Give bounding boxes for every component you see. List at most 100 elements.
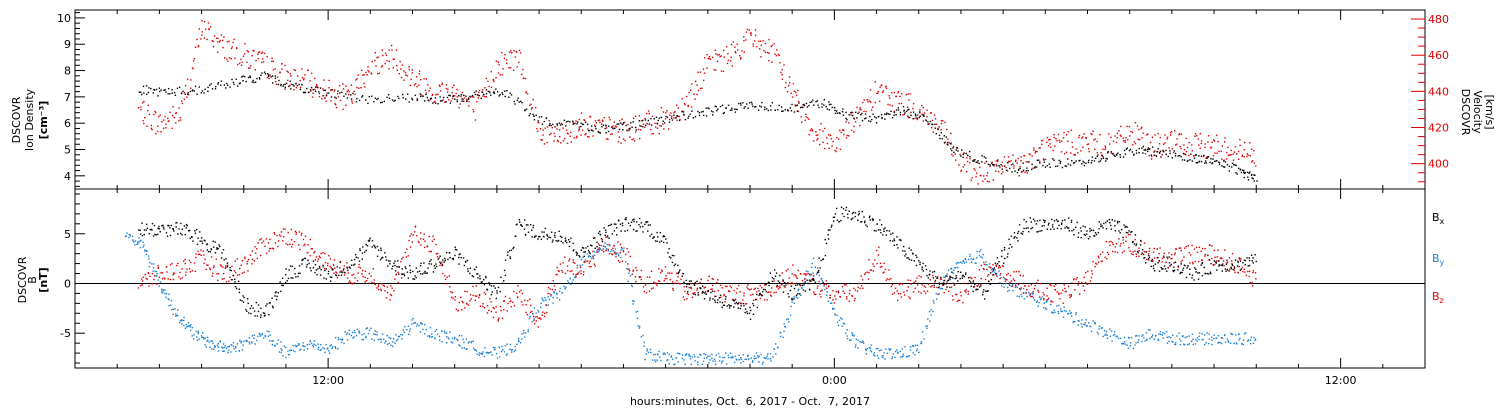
by-point [1196, 340, 1198, 343]
velocity-point [490, 70, 492, 73]
by-point [1130, 336, 1133, 339]
bz-point [526, 313, 528, 316]
density-point [831, 106, 833, 109]
velocity-point [611, 133, 613, 135]
bz-point [382, 284, 385, 287]
velocity-point [773, 43, 775, 45]
by-point [1231, 333, 1233, 336]
bz-point [879, 266, 882, 268]
bx-point [331, 268, 333, 270]
by-point [326, 348, 329, 350]
bz-point [231, 265, 233, 268]
velocity-point [274, 68, 276, 70]
by-point [358, 332, 361, 334]
velocity-point [1010, 164, 1013, 166]
velocity-point [322, 88, 324, 90]
density-point [439, 96, 441, 98]
by-point [576, 264, 579, 267]
bz-point [207, 264, 209, 266]
density-point [1020, 171, 1023, 173]
velocity-point [360, 69, 363, 72]
density-point [1046, 164, 1049, 167]
velocity-point [212, 40, 215, 43]
velocity-point [736, 43, 739, 45]
bz-point [364, 276, 366, 279]
bz-point [653, 281, 655, 283]
velocity-point [909, 93, 911, 95]
bx-point [439, 261, 441, 263]
density-point [875, 122, 878, 124]
density-point [934, 127, 936, 129]
bz-point [858, 282, 860, 285]
density-point [902, 105, 905, 108]
density-point [284, 86, 287, 89]
velocity-point [663, 128, 665, 130]
by-point [299, 349, 301, 351]
by-point [1011, 284, 1014, 286]
density-point [370, 95, 373, 97]
velocity-point [1119, 134, 1122, 136]
density-point [935, 132, 938, 135]
bx-point [207, 250, 210, 253]
density-point [925, 119, 928, 122]
velocity-point [231, 46, 233, 48]
bz-point [158, 276, 160, 279]
density-point [456, 99, 458, 101]
velocity-point [330, 100, 332, 102]
by-point [854, 346, 857, 348]
bz-point [1178, 247, 1181, 249]
density-point [1195, 154, 1197, 156]
bx-point [291, 265, 294, 268]
velocity-point [960, 169, 963, 171]
density-point [931, 123, 934, 126]
by-point [1041, 296, 1043, 298]
velocity-point [826, 142, 829, 145]
density-point [981, 155, 983, 157]
density-point [1091, 156, 1094, 158]
bx-point [271, 305, 274, 308]
velocity-point [1126, 125, 1128, 128]
density-point [394, 99, 396, 102]
bx-point [389, 262, 391, 265]
bz-point [267, 242, 270, 244]
by-point [1195, 338, 1197, 341]
by-point [853, 335, 856, 337]
velocity-point [973, 159, 975, 161]
by-point [1247, 340, 1249, 342]
by-point [238, 350, 240, 352]
by-point [470, 340, 473, 343]
velocity-point [501, 51, 503, 54]
bz-point [188, 268, 191, 270]
by-point [752, 360, 754, 362]
bx-point [401, 268, 403, 270]
density-point [322, 95, 324, 97]
by-point [889, 348, 892, 350]
density-point [245, 80, 247, 83]
velocity-point [156, 130, 159, 133]
density-point [439, 100, 442, 102]
by-point [1220, 337, 1223, 339]
velocity-point [1217, 140, 1219, 143]
density-point [277, 83, 280, 86]
velocity-point [915, 117, 917, 119]
density-point [327, 92, 330, 94]
by-point [684, 354, 686, 356]
by-point [280, 348, 282, 350]
bx-point [143, 229, 146, 231]
by-point [561, 292, 564, 294]
density-point [548, 124, 551, 127]
by-point [517, 339, 520, 342]
velocity-point [893, 110, 896, 113]
density-point [1126, 147, 1129, 149]
bz-point [229, 276, 231, 278]
bz-point [1161, 261, 1163, 263]
bx-point [551, 241, 554, 243]
density-point [1200, 160, 1203, 163]
bz-point [414, 226, 417, 228]
bz-point [1233, 266, 1235, 268]
velocity-point [565, 129, 568, 131]
bz-point [853, 299, 856, 302]
velocity-point [1065, 151, 1068, 154]
velocity-point [469, 95, 471, 97]
velocity-point [889, 104, 891, 106]
